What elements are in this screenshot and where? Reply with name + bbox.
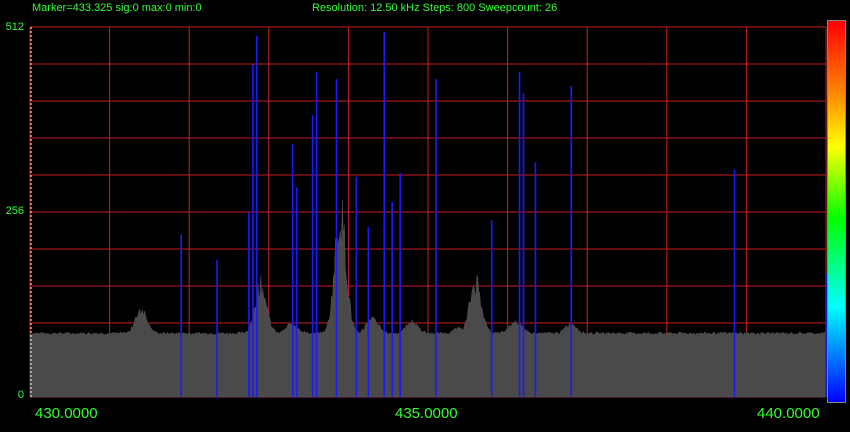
x-tick-label: 435.0000 bbox=[395, 405, 458, 422]
noise-floor-trace bbox=[29, 199, 827, 398]
color-scale-bar bbox=[827, 20, 846, 403]
y-tick-label: 256 bbox=[5, 205, 24, 217]
x-tick-label: 440.0000 bbox=[757, 405, 820, 422]
marker-readout: Marker=433.325 sig:0 max:0 min:0 bbox=[32, 2, 202, 14]
sweep-info: Resolution: 12.50 kHz Steps: 800 Sweepco… bbox=[312, 2, 558, 14]
y-tick-label: 512 bbox=[5, 21, 24, 33]
y-tick-label: 0 bbox=[17, 389, 24, 401]
x-tick-label: 430.0000 bbox=[35, 405, 98, 422]
spectrum-plot[interactable] bbox=[28, 19, 828, 404]
